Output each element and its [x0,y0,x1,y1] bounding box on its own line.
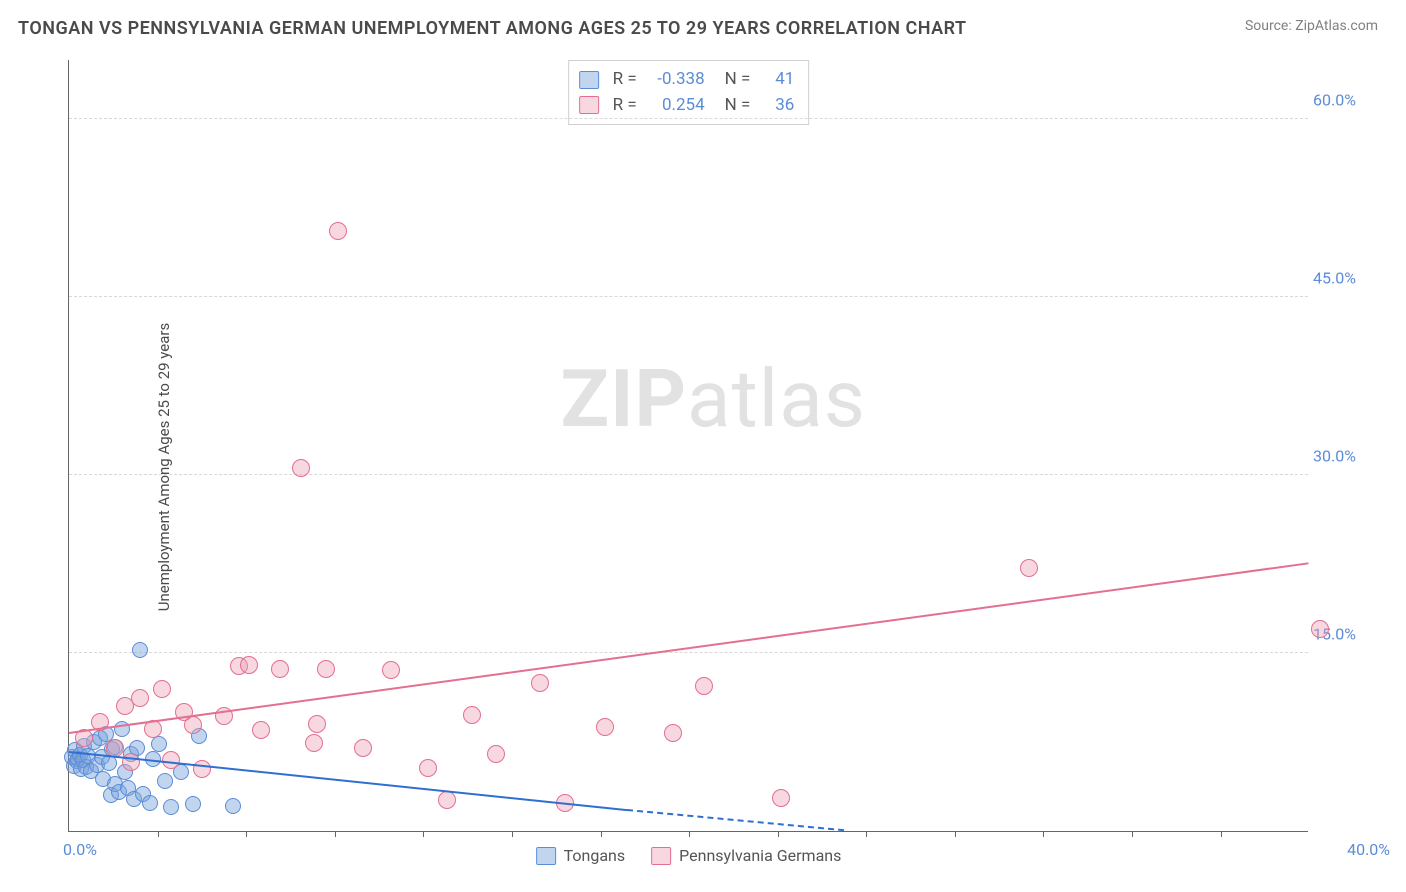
data-point [305,734,323,752]
data-point [487,745,505,763]
legend-item: Pennsylvania Germans [651,846,841,865]
legend-item: Tongans [536,846,626,865]
data-point [438,791,456,809]
x-tick-nub [335,831,336,837]
trend-line [69,562,1308,734]
x-tick-first: 0.0% [63,840,97,859]
x-tick-last: 40.0% [1347,840,1390,859]
data-point [772,789,790,807]
stats-n-label: N = [725,67,751,93]
x-tick-nub [1221,831,1222,837]
data-point [1311,620,1329,638]
stats-n-value: 41 [760,67,794,93]
data-point [252,721,270,739]
chart-title: TONGAN VS PENNSYLVANIA GERMAN UNEMPLOYME… [18,18,967,39]
stats-box: R = -0.338 N = 41 R = 0.254 N = 36 [568,60,810,125]
data-point [157,773,173,789]
data-point [271,660,289,678]
x-tick-nub [778,831,779,837]
legend-swatch [651,847,671,865]
watermark-rest: atlas [687,352,866,446]
data-point [240,656,258,674]
legend-label: Pennsylvania Germans [679,846,841,865]
grid-line [69,296,1308,297]
x-tick-nub [1043,831,1044,837]
data-point [664,724,682,742]
x-tick-nub [423,831,424,837]
x-tick-nub [1132,831,1133,837]
stats-row: R = 0.254 N = 36 [579,93,795,119]
data-point [382,661,400,679]
x-tick-nub [866,831,867,837]
trend-line [626,809,843,831]
chart-header: TONGAN VS PENNSYLVANIA GERMAN UNEMPLOYME… [0,0,1406,49]
data-point [142,795,158,811]
stats-swatch [579,71,599,89]
source-value: ZipAtlas.com [1295,18,1378,34]
data-point [317,660,335,678]
data-point [463,706,481,724]
x-tick-nub [601,831,602,837]
data-point [131,689,149,707]
data-point [419,759,437,777]
y-tick-label: 45.0% [1313,269,1383,288]
data-point [531,674,549,692]
stats-r-label: R = [613,67,637,93]
data-point [329,222,347,240]
data-point [695,677,713,695]
plot-region: ZIPatlas R =-0.338N =41R =0.254N =36 0.0… [68,60,1308,832]
legend-swatch [536,847,556,865]
stats-n-value: 36 [760,93,794,119]
chart-area: Unemployment Among Ages 25 to 29 years Z… [18,60,1388,874]
grid-line [69,118,1308,119]
stats-swatch [579,96,599,114]
grid-line [69,474,1308,475]
legend-bottom: Tongans Pennsylvania Germans [536,846,842,865]
data-point [193,760,211,778]
x-tick-nub [512,831,513,837]
data-point [308,715,326,733]
data-point [151,736,167,752]
x-tick-nub [689,831,690,837]
x-tick-nub [955,831,956,837]
chart-source: Source: ZipAtlas.com [1245,18,1378,34]
watermark: ZIPatlas [561,352,866,446]
stats-r-value: 0.254 [647,93,705,119]
data-point [163,799,179,815]
stats-row: R = -0.338 N = 41 [579,67,795,93]
y-tick-label: 60.0% [1313,91,1383,110]
x-tick-nub [158,831,159,837]
stats-r-value: -0.338 [647,67,705,93]
data-point [354,739,372,757]
data-point [184,716,202,734]
data-point [225,798,241,814]
legend-label: Tongans [564,846,626,865]
stats-n-label: N = [725,93,751,119]
y-tick-label: 30.0% [1313,447,1383,466]
data-point [153,680,171,698]
x-tick-nub [246,831,247,837]
data-point [596,718,614,736]
source-label: Source: [1245,18,1295,34]
data-point [185,796,201,812]
stats-r-label: R = [613,93,637,119]
data-point [292,459,310,477]
data-point [132,642,148,658]
grid-line [69,652,1308,653]
watermark-bold: ZIP [561,352,688,446]
data-point [1020,559,1038,577]
data-point [162,751,180,769]
